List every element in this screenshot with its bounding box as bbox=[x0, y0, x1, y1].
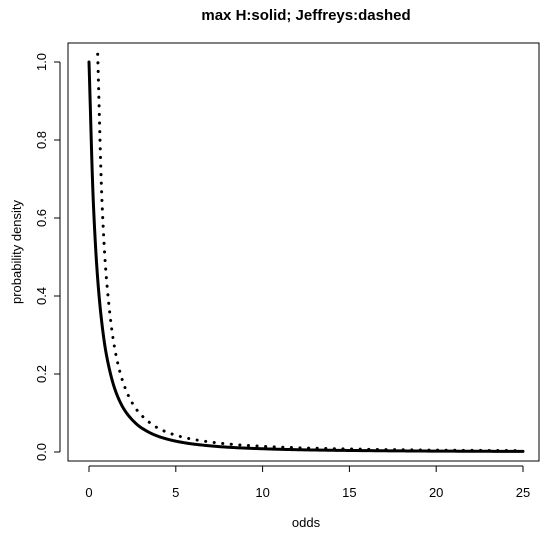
y-axis-label: probability density bbox=[9, 199, 24, 304]
y-tick-label: 0.4 bbox=[34, 287, 49, 305]
y-tick-label: 0.6 bbox=[34, 209, 49, 227]
x-tick-label: 0 bbox=[85, 485, 92, 500]
y-axis: 0.0 0.2 0.4 0.6 0.8 1.0 bbox=[34, 53, 61, 461]
y-tick-label: 1.0 bbox=[34, 53, 49, 71]
x-tick-label: 5 bbox=[172, 485, 179, 500]
x-axis-label: odds bbox=[292, 515, 321, 530]
y-tick-label: 0.0 bbox=[34, 443, 49, 461]
x-tick-label: 20 bbox=[429, 485, 443, 500]
x-tick-label: 25 bbox=[516, 485, 530, 500]
x-axis: 0 5 10 15 20 25 bbox=[85, 465, 530, 500]
chart-title: max H:solid; Jeffreys:dashed bbox=[201, 7, 410, 24]
x-tick-label: 15 bbox=[342, 485, 356, 500]
y-tick-label: 0.2 bbox=[34, 365, 49, 383]
y-tick-label: 0.8 bbox=[34, 131, 49, 149]
plot-area bbox=[87, 52, 525, 453]
series-line-solid bbox=[87, 60, 525, 453]
x-tick-label: 10 bbox=[255, 485, 269, 500]
series-line-dotted bbox=[96, 52, 525, 453]
plot-frame bbox=[67, 42, 540, 462]
